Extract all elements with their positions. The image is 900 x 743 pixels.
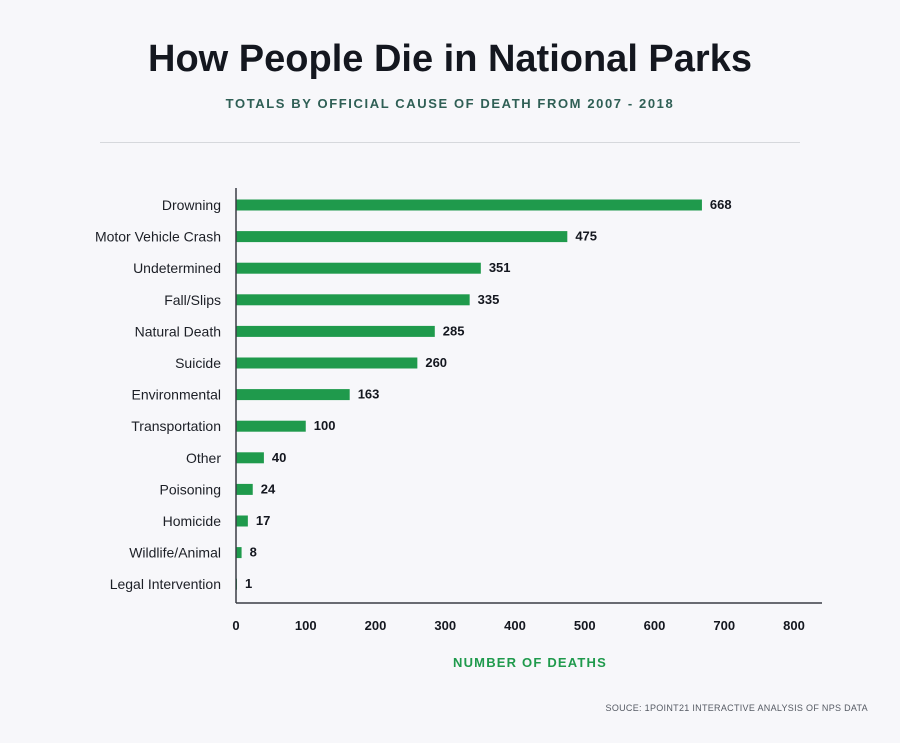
value-label: 100 [314, 418, 336, 433]
value-label: 285 [443, 323, 465, 338]
category-label: Suicide [175, 355, 221, 371]
bar [236, 231, 568, 243]
value-label: 1 [245, 576, 252, 591]
bar [236, 420, 306, 432]
value-label: 17 [256, 513, 270, 528]
category-label: Wildlife/Animal [129, 545, 221, 561]
bar [236, 325, 435, 337]
value-label: 40 [272, 450, 286, 465]
bar [236, 199, 702, 211]
bar [236, 389, 350, 401]
x-tick-label: 0 [232, 618, 239, 633]
category-label: Transportation [131, 418, 221, 434]
bar [236, 357, 418, 369]
category-label: Environmental [132, 387, 222, 403]
category-label: Motor Vehicle Crash [95, 229, 221, 245]
bar [236, 483, 253, 495]
category-label: Natural Death [135, 323, 221, 339]
category-label: Homicide [163, 513, 222, 529]
bar [236, 262, 481, 274]
value-label: 163 [358, 387, 380, 402]
category-label: Drowning [162, 197, 221, 213]
source-note: SOUCE: 1POINT21 INTERACTIVE ANALYSIS OF … [605, 703, 868, 713]
x-axis-label: NUMBER OF DEATHS [452, 655, 607, 670]
x-tick-label: 300 [434, 618, 456, 633]
value-label: 24 [261, 481, 276, 496]
value-label: 668 [710, 197, 732, 212]
x-tick-label: 700 [713, 618, 735, 633]
value-label: 351 [489, 260, 511, 275]
x-tick-label: 100 [295, 618, 317, 633]
bar [236, 294, 470, 306]
category-label: Legal Intervention [110, 576, 221, 592]
x-tick-label: 400 [504, 618, 526, 633]
value-label: 8 [250, 545, 257, 560]
bar [236, 452, 264, 464]
x-tick-label: 200 [365, 618, 387, 633]
category-label: Undetermined [133, 260, 221, 276]
category-label: Poisoning [160, 481, 222, 497]
x-tick-label: 800 [783, 618, 805, 633]
header-divider [100, 142, 800, 143]
value-label: 475 [575, 229, 597, 244]
category-label: Other [186, 450, 221, 466]
category-label: Fall/Slips [164, 292, 221, 308]
bar [236, 515, 248, 527]
chart-title: How People Die in National Parks [148, 38, 752, 80]
x-tick-label: 600 [644, 618, 666, 633]
value-label: 335 [478, 292, 500, 307]
x-tick-label: 500 [574, 618, 596, 633]
value-label: 260 [425, 355, 447, 370]
bar [236, 547, 242, 559]
chart-subtitle: TOTALS BY OFFICIAL CAUSE OF DEATH FROM 2… [225, 96, 675, 111]
